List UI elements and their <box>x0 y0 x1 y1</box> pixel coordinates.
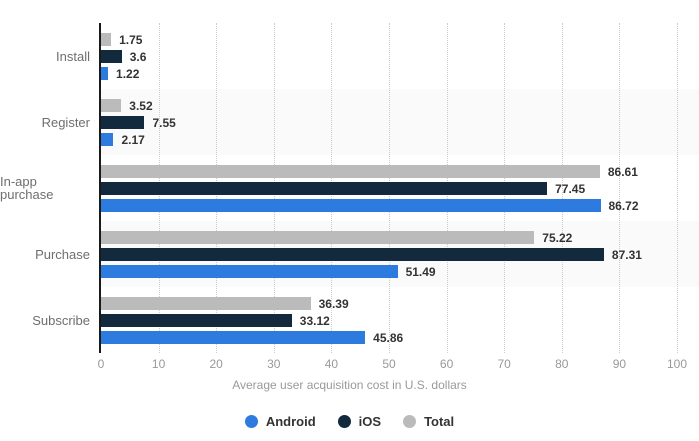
legend-item-android[interactable]: Android <box>244 413 316 429</box>
value-label: 1.22 <box>116 66 140 81</box>
value-label: 3.6 <box>129 49 147 64</box>
x-tick-100: 100 <box>666 357 688 371</box>
bar-row-total: 36.39 <box>101 297 699 310</box>
bar-total-subscribe <box>101 297 311 310</box>
bar-total-install <box>101 33 112 46</box>
x-tick-30: 30 <box>267 357 281 371</box>
bar-android-subscribe <box>101 331 366 344</box>
category-label: In-app purchase <box>0 174 54 202</box>
legend-swatch-total <box>403 414 417 428</box>
bar-row-total: 86.61 <box>101 165 699 178</box>
category-label: Purchase <box>35 246 90 262</box>
band-subscribe: Subscribe 36.39 33.12 45.86 <box>0 287 699 353</box>
value-label: 1.75 <box>119 32 143 47</box>
bar-android-register <box>101 133 114 146</box>
legend-swatch-android <box>244 414 258 428</box>
bar-row-total: 3.52 <box>101 99 699 112</box>
x-tick-60: 60 <box>439 357 454 371</box>
bar-ios-register <box>101 116 145 129</box>
bar-row-ios: 3.6 <box>101 50 699 63</box>
bar-row-total: 1.75 <box>101 33 699 46</box>
x-tick-10: 10 <box>151 357 166 371</box>
legend-item-ios[interactable]: iOS <box>337 413 382 429</box>
bar-row-total: 75.22 <box>101 231 699 244</box>
value-label: 86.72 <box>608 198 639 213</box>
band-install: Install 1.75 3.6 1.22 <box>0 23 699 89</box>
bar-row-ios: 87.31 <box>101 248 699 261</box>
value-label: 75.22 <box>542 230 573 245</box>
legend-swatch-ios <box>337 414 351 428</box>
band-in-app-purchase: In-app purchase 86.61 77.45 86.72 <box>0 155 699 221</box>
bars-group: 3.52 7.55 2.17 <box>101 89 699 155</box>
value-label: 33.12 <box>299 313 330 328</box>
x-tick-50: 50 <box>382 357 396 371</box>
value-label: 7.55 <box>152 115 176 130</box>
x-tick-70: 70 <box>497 357 511 371</box>
value-label: 77.45 <box>555 181 586 196</box>
bar-ios-subscribe <box>101 314 292 327</box>
legend-label: Total <box>424 413 455 429</box>
bar-row-android: 2.17 <box>101 133 699 146</box>
value-label: 36.39 <box>318 296 349 311</box>
x-axis-title: Average user acquisition cost in U.S. do… <box>232 378 467 392</box>
bar-row-android: 51.49 <box>101 265 699 278</box>
value-label: 45.86 <box>373 330 404 345</box>
bar-ios-install <box>101 50 122 63</box>
bar-android-in-app-purchase <box>101 199 601 212</box>
bar-row-android: 1.22 <box>101 67 699 80</box>
category-label: Register <box>41 114 90 130</box>
legend-label: Android <box>265 413 316 429</box>
value-label: 51.49 <box>405 264 436 279</box>
bar-row-ios: 7.55 <box>101 116 699 129</box>
x-tick-0: 0 <box>97 357 105 371</box>
x-tick-80: 80 <box>555 357 569 371</box>
bars-group: 36.39 33.12 45.86 <box>101 287 699 353</box>
value-label: 2.17 <box>121 132 145 147</box>
bar-row-ios: 33.12 <box>101 314 699 327</box>
x-axis-ticks: 0 10 20 30 40 50 60 70 80 90 100 <box>97 357 687 372</box>
bar-android-purchase <box>101 265 398 278</box>
bar-total-purchase <box>101 231 535 244</box>
x-tick-40: 40 <box>324 357 339 371</box>
x-tick-20: 20 <box>209 357 223 371</box>
bar-row-ios: 77.45 <box>101 182 699 195</box>
category-label: Install <box>56 48 90 64</box>
bar-row-android: 45.86 <box>101 331 699 344</box>
category-label: Subscribe <box>32 312 90 328</box>
legend: Android iOS Total <box>0 411 699 431</box>
plot-area: Install 1.75 3.6 1.22 Register 3.52 7.55 2.17 In… <box>0 23 699 353</box>
value-label: 86.61 <box>607 164 638 179</box>
bar-row-android: 86.72 <box>101 199 699 212</box>
y-axis-line <box>99 23 101 353</box>
legend-label: iOS <box>358 413 382 429</box>
bar-total-in-app-purchase <box>101 165 600 178</box>
bar-ios-in-app-purchase <box>101 182 548 195</box>
bars-group: 1.75 3.6 1.22 <box>101 23 699 89</box>
bar-android-install <box>101 67 109 80</box>
x-tick-90: 90 <box>612 357 627 371</box>
category-bands: Install 1.75 3.6 1.22 Register 3.52 7.55 2.17 In… <box>0 23 699 353</box>
legend-item-total[interactable]: Total <box>403 413 455 429</box>
band-purchase: Purchase 75.22 87.31 51.49 <box>0 221 699 287</box>
bar-ios-purchase <box>101 248 604 261</box>
bar-total-register <box>101 99 122 112</box>
bars-group: 86.61 77.45 86.72 <box>101 155 699 221</box>
value-label: 87.31 <box>611 247 642 262</box>
bars-group: 75.22 87.31 51.49 <box>101 221 699 287</box>
band-register: Register 3.52 7.55 2.17 <box>0 89 699 155</box>
value-label: 3.52 <box>129 98 153 113</box>
